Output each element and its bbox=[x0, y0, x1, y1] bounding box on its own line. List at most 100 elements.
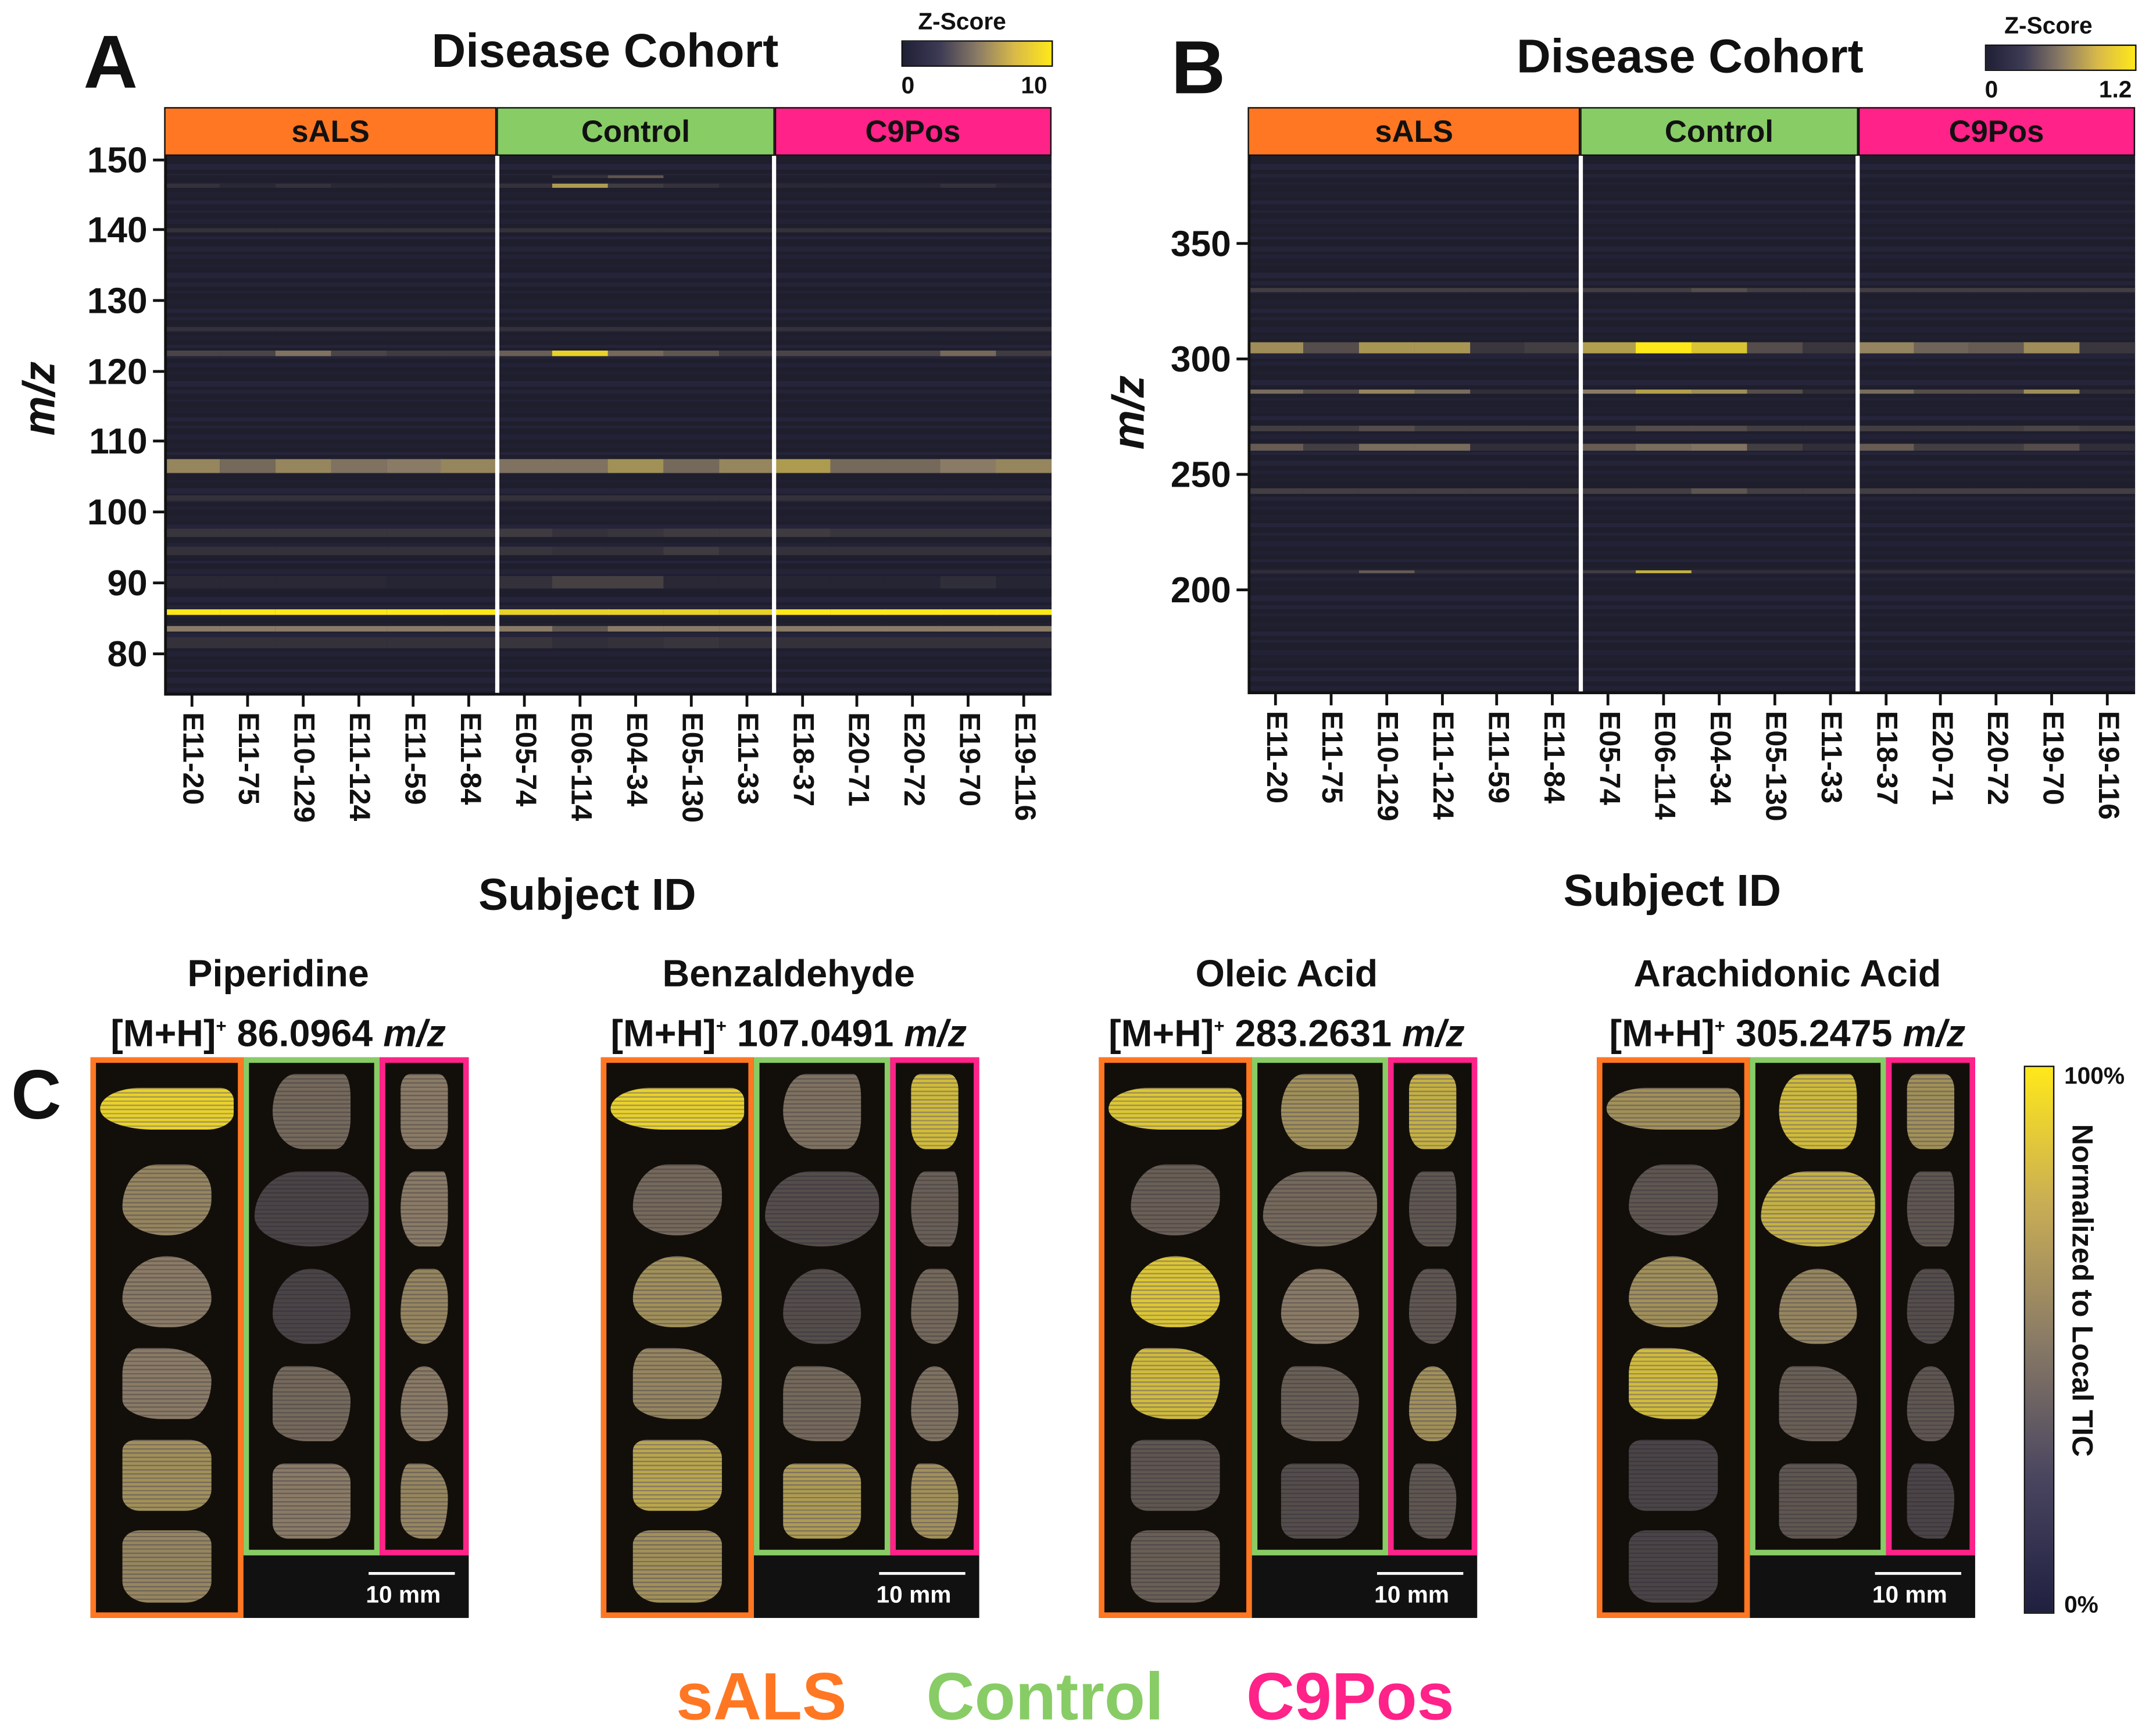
scale-bar-area: 10 mm bbox=[244, 1555, 469, 1618]
y-tick-mark bbox=[153, 440, 164, 443]
ion-label: [M+H]+ 305.2475 m/z bbox=[1523, 1000, 2051, 1060]
tissue-section bbox=[610, 1088, 745, 1129]
tissue-section bbox=[273, 1366, 351, 1442]
tissue-section bbox=[1408, 1269, 1457, 1345]
tissue-section bbox=[123, 1348, 210, 1419]
y-tick-mark bbox=[153, 228, 164, 231]
tissue-column-control bbox=[1252, 1058, 1389, 1556]
tissue-section bbox=[273, 1269, 351, 1345]
scale-bar bbox=[1875, 1572, 1961, 1575]
y-tick-label: 80 bbox=[64, 633, 148, 676]
x-tick-label: E20-71 bbox=[1924, 711, 1957, 805]
x-tick-label: E18-37 bbox=[1869, 711, 1902, 805]
x-tick-mark bbox=[1496, 694, 1499, 705]
compound-name: Piperidine bbox=[14, 949, 542, 1001]
x-tick-label: E20-72 bbox=[896, 712, 929, 806]
x-tick-mark bbox=[1329, 694, 1332, 705]
x-tick-label: E06-114 bbox=[1647, 711, 1680, 820]
x-tick-mark bbox=[1662, 694, 1665, 705]
tissue-section bbox=[1408, 1463, 1457, 1539]
compound-name: Arachidonic Acid bbox=[1523, 949, 2051, 1001]
y-tick-mark bbox=[1236, 242, 1247, 245]
tissue-section bbox=[273, 1463, 351, 1539]
ion-unit: m/z bbox=[1402, 1013, 1465, 1055]
tissue-section bbox=[764, 1171, 879, 1247]
tissue-section bbox=[634, 1348, 721, 1419]
ion-charge: + bbox=[1214, 1016, 1224, 1037]
ion-unit: m/z bbox=[904, 1013, 967, 1055]
tissue-section bbox=[400, 1171, 448, 1247]
scale-bar-area: 10 mm bbox=[1750, 1555, 1975, 1618]
tissue-column-sals bbox=[91, 1058, 244, 1618]
ion-label: [M+H]+ 283.2631 m/z bbox=[1022, 1000, 1551, 1060]
tissue-column-c9pos bbox=[890, 1058, 979, 1556]
y-tick-label: 200 bbox=[1147, 569, 1231, 612]
heatmap-a-colorbar-label: Z-Score bbox=[918, 8, 1006, 36]
y-tick-mark bbox=[1236, 473, 1247, 476]
heatmap-a-ylabel: m/z bbox=[14, 362, 66, 436]
tissue-section bbox=[1263, 1171, 1378, 1247]
group-header-c9pos: C9Pos bbox=[1858, 107, 2135, 156]
y-tick-mark bbox=[153, 581, 164, 584]
y-tick-mark bbox=[153, 299, 164, 302]
tissue-section bbox=[1629, 1165, 1717, 1236]
y-tick-label: 150 bbox=[64, 138, 148, 181]
tissue-section bbox=[1131, 1348, 1219, 1419]
tissue-section bbox=[1907, 1171, 1955, 1247]
x-tick-mark bbox=[1940, 694, 1943, 705]
scale-bar-label: 10 mm bbox=[1374, 1582, 1449, 1610]
tissue-section bbox=[783, 1269, 861, 1345]
image-title: Arachidonic Acid[M+H]+ 305.2475 m/z bbox=[1523, 949, 2051, 1060]
tissue-column-control bbox=[1750, 1058, 1886, 1556]
x-tick-label: E11-59 bbox=[397, 712, 430, 805]
y-tick-label: 300 bbox=[1147, 338, 1231, 381]
ion-type: [M+H] bbox=[610, 1013, 716, 1055]
tissue-section bbox=[1629, 1439, 1717, 1511]
ion-label: [M+H]+ 107.0491 m/z bbox=[524, 1000, 1053, 1060]
tissue-column-control bbox=[754, 1058, 891, 1556]
panel-c-colorbar-max: 100% bbox=[2064, 1063, 2125, 1091]
tissue-section bbox=[1408, 1366, 1457, 1442]
x-tick-mark bbox=[468, 695, 471, 706]
x-tick-label: E19-70 bbox=[2035, 711, 2068, 805]
legend-sals: sALS bbox=[676, 1660, 847, 1736]
tissue-section bbox=[1131, 1256, 1219, 1328]
ion-mz: 86.0964 bbox=[237, 1013, 373, 1055]
x-tick-mark bbox=[523, 695, 526, 706]
y-tick-label: 140 bbox=[64, 209, 148, 252]
x-tick-mark bbox=[1829, 694, 1832, 705]
tissue-section bbox=[1131, 1531, 1219, 1602]
x-tick-mark bbox=[2106, 694, 2109, 705]
tissue-section bbox=[123, 1531, 210, 1602]
tissue-section bbox=[254, 1171, 369, 1247]
heatmap-plot-area bbox=[164, 156, 1052, 695]
tissue-section bbox=[1629, 1348, 1717, 1419]
tissue-section bbox=[910, 1366, 959, 1442]
x-tick-mark bbox=[191, 695, 194, 706]
y-tick-label: 250 bbox=[1147, 454, 1231, 497]
tissue-column-sals bbox=[1597, 1058, 1750, 1618]
group-header-sals: sALS bbox=[164, 107, 497, 156]
y-tick-mark bbox=[153, 158, 164, 161]
x-tick-label: E20-71 bbox=[841, 712, 874, 806]
x-tick-label: E06-114 bbox=[563, 712, 596, 821]
tissue-section bbox=[273, 1074, 351, 1150]
ion-charge: + bbox=[1715, 1016, 1725, 1037]
x-tick-label: E11-75 bbox=[1314, 711, 1347, 803]
tissue-section bbox=[1281, 1269, 1359, 1345]
x-tick-label: E10-129 bbox=[286, 712, 319, 823]
tissue-section bbox=[400, 1366, 448, 1442]
y-tick-mark bbox=[153, 652, 164, 655]
tissue-column-c9pos bbox=[1388, 1058, 1477, 1556]
x-tick-mark bbox=[1022, 695, 1025, 706]
tissue-section bbox=[1779, 1463, 1857, 1539]
x-tick-label: E04-34 bbox=[1703, 711, 1736, 805]
x-tick-label: E11-124 bbox=[342, 712, 375, 821]
tissue-section bbox=[1131, 1165, 1219, 1236]
x-tick-label: E05-74 bbox=[508, 712, 541, 806]
tissue-section bbox=[99, 1088, 234, 1129]
legend-c9pos: C9Pos bbox=[1246, 1660, 1454, 1736]
tissue-section bbox=[400, 1269, 448, 1345]
panel-c-colorbar bbox=[2024, 1066, 2055, 1614]
heatmap-a-colorbar-min: 0 bbox=[902, 72, 915, 100]
